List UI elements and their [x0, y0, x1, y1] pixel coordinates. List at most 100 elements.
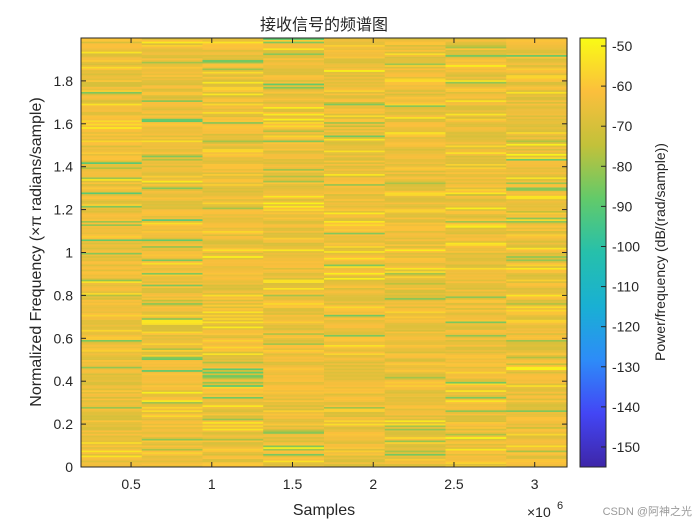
- heatmap-cell: [81, 155, 143, 158]
- heatmap-cell: [81, 121, 143, 124]
- heatmap-cell: [324, 446, 386, 449]
- heatmap-cell: [506, 185, 568, 188]
- heatmap-cell: [263, 339, 325, 342]
- heatmap-cell: [445, 106, 507, 109]
- heatmap-cell: [141, 378, 204, 381]
- heatmap-cell: [324, 368, 386, 371]
- heatmap-cell: [324, 175, 386, 178]
- heatmap-cell: [445, 51, 507, 54]
- heatmap-cell: [141, 265, 204, 268]
- heatmap-cell: [324, 136, 386, 139]
- heatmap-cell: [81, 393, 143, 396]
- heatmap-cell: [445, 63, 507, 66]
- heatmap-cell: [384, 461, 447, 464]
- heatmap-cell: [141, 264, 204, 267]
- heatmap-cell: [141, 141, 204, 144]
- heatmap-cell: [263, 411, 325, 414]
- heatmap-cell: [324, 66, 386, 69]
- heatmap-cell: [324, 353, 386, 356]
- heatmap-cell: [202, 249, 264, 252]
- heatmap-cell: [141, 275, 204, 278]
- heatmap-cell: [141, 73, 204, 76]
- heatmap-cell: [263, 120, 325, 123]
- heatmap-cell: [202, 381, 264, 384]
- heatmap-cell: [81, 244, 143, 247]
- heatmap-cell: [141, 178, 204, 181]
- heatmap-cell: [506, 384, 568, 387]
- heatmap-cell: [263, 324, 325, 327]
- heatmap-cell: [263, 289, 325, 292]
- heatmap-cell: [324, 317, 386, 320]
- heatmap-cell: [263, 84, 325, 87]
- heatmap-cell: [324, 269, 386, 272]
- heatmap-cell: [445, 101, 507, 104]
- heatmap-cell: [324, 423, 386, 426]
- heatmap-cell: [263, 239, 325, 242]
- heatmap-cell: [384, 208, 447, 211]
- heatmap-cell: [141, 331, 204, 334]
- heatmap-cell: [81, 388, 143, 391]
- heatmap-cell: [81, 405, 143, 407]
- heatmap-cell: [324, 311, 386, 314]
- heatmap-cell: [141, 227, 204, 230]
- heatmap-cell: [384, 346, 447, 349]
- heatmap-cell: [506, 270, 568, 273]
- heatmap-cell: [81, 150, 143, 153]
- heatmap-cell: [324, 173, 386, 176]
- heatmap-cell: [141, 54, 204, 57]
- heatmap-cell: [81, 106, 143, 109]
- heatmap-cell: [384, 312, 447, 315]
- heatmap-cell: [445, 379, 507, 382]
- heatmap-cell: [141, 48, 204, 51]
- heatmap-cell: [263, 68, 325, 71]
- heatmap-cell: [384, 311, 447, 314]
- heatmap-cell: [506, 440, 568, 443]
- heatmap-cell: [384, 317, 447, 320]
- heatmap-cell: [384, 455, 447, 458]
- heatmap-cell: [445, 453, 507, 456]
- heatmap-cell: [81, 242, 143, 245]
- heatmap-cell: [506, 284, 568, 287]
- heatmap-cell: [263, 259, 325, 262]
- heatmap-cell: [384, 68, 447, 71]
- heatmap-cell: [324, 341, 386, 344]
- heatmap-cell: [506, 156, 568, 159]
- heatmap-cell: [141, 78, 204, 81]
- heatmap-cell: [141, 445, 204, 448]
- heatmap-cell: [445, 146, 507, 149]
- heatmap-cell: [263, 115, 325, 118]
- heatmap-cell: [263, 63, 325, 66]
- heatmap-cell: [324, 406, 386, 409]
- heatmap-cell: [141, 53, 204, 56]
- heatmap-cell: [445, 118, 507, 121]
- heatmap-cell: [202, 74, 264, 77]
- heatmap-cell: [263, 301, 325, 304]
- heatmap-cell: [202, 291, 264, 294]
- heatmap-cell: [506, 150, 568, 153]
- heatmap-cell: [263, 81, 325, 84]
- heatmap-cell: [445, 198, 507, 201]
- heatmap-cell: [384, 188, 447, 191]
- heatmap-cell: [81, 234, 143, 237]
- heatmap-cell: [81, 193, 143, 196]
- heatmap-cell: [384, 78, 447, 81]
- heatmap-cell: [81, 163, 143, 166]
- heatmap-cell: [141, 242, 204, 245]
- heatmap-cell: [81, 314, 143, 317]
- heatmap-cell: [384, 230, 447, 233]
- heatmap-cell: [81, 379, 143, 382]
- heatmap-cell: [81, 88, 143, 91]
- heatmap-cell: [506, 379, 568, 382]
- heatmap-cell: [81, 441, 143, 444]
- heatmap-cell: [324, 431, 386, 434]
- heatmap-cell: [141, 346, 204, 349]
- heatmap-cell: [324, 140, 386, 143]
- heatmap-cell: [384, 436, 447, 439]
- heatmap-cell: [384, 54, 447, 57]
- heatmap-cell: [506, 319, 568, 322]
- heatmap-cell: [81, 123, 143, 126]
- heatmap-cell: [263, 163, 325, 166]
- heatmap-cell: [202, 438, 264, 441]
- heatmap-cell: [384, 354, 447, 357]
- heatmap-cell: [202, 354, 264, 357]
